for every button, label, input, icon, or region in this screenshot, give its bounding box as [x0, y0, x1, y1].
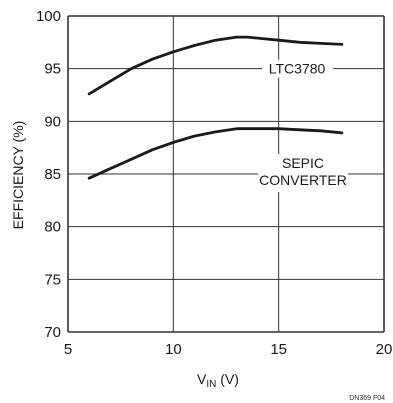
y-tick-label: 80: [44, 219, 61, 236]
figure-id: DN369 F04: [349, 395, 385, 402]
x-axis-title-unit: (V): [216, 371, 239, 387]
x-tick-label: 5: [64, 341, 72, 358]
series-label-ltc3780: LTC3780: [269, 61, 326, 77]
x-axis-title: VIN (V): [197, 371, 239, 390]
x-axis-title-main: V: [197, 371, 207, 387]
series-label-sepic: SEPIC: [282, 155, 324, 171]
x-tick-label: 20: [376, 341, 393, 358]
y-tick-label: 70: [44, 324, 61, 341]
series-label-backing: [258, 154, 348, 192]
series-line-sepic-converter: [87, 127, 344, 180]
y-tick-label: 90: [44, 113, 61, 130]
x-tick-label: 15: [270, 341, 287, 358]
tick-labels: 70 75 80 85 90 95 100 5 10 15 20: [36, 8, 392, 358]
series-line-ltc3780: [87, 35, 344, 96]
x-axis-title-subscript: IN: [206, 379, 216, 390]
series-label-backing: [262, 59, 333, 78]
series-lines: [87, 35, 344, 180]
y-axis-title: EFFICIENCY (%): [10, 121, 26, 230]
y-tick-label: 75: [44, 271, 61, 288]
series-label-converter: CONVERTER: [259, 172, 347, 188]
x-tick-label: 10: [165, 341, 182, 358]
y-tick-label: 95: [44, 61, 61, 78]
y-tick-label: 100: [36, 8, 61, 25]
y-tick-label: 85: [44, 166, 61, 183]
